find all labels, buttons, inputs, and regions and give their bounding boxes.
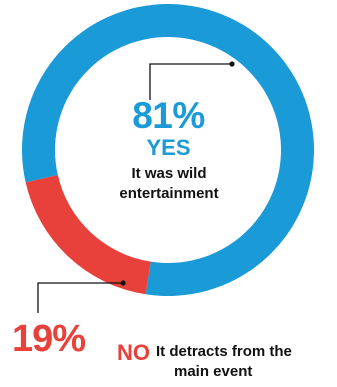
no-label: NO	[117, 340, 150, 365]
yes-label: YES	[146, 135, 191, 160]
slice-no	[25, 175, 151, 295]
no-description: It detracts from the main event	[156, 342, 336, 382]
no-percentage: 19%	[12, 318, 86, 360]
leader-lines	[37, 61, 235, 313]
no-leader-line	[37, 282, 123, 313]
yes-description: It was wild entertainment	[119, 165, 219, 202]
no-description-line-1: It detracts from the	[156, 343, 292, 360]
no-description-line-2: main event	[174, 363, 253, 380]
no-leader-dot	[120, 280, 126, 286]
yes-percentage: 81%	[132, 95, 205, 136]
donut-slices	[22, 4, 315, 297]
yes-leader-line	[149, 63, 232, 100]
yes-leader-dot	[229, 61, 235, 67]
